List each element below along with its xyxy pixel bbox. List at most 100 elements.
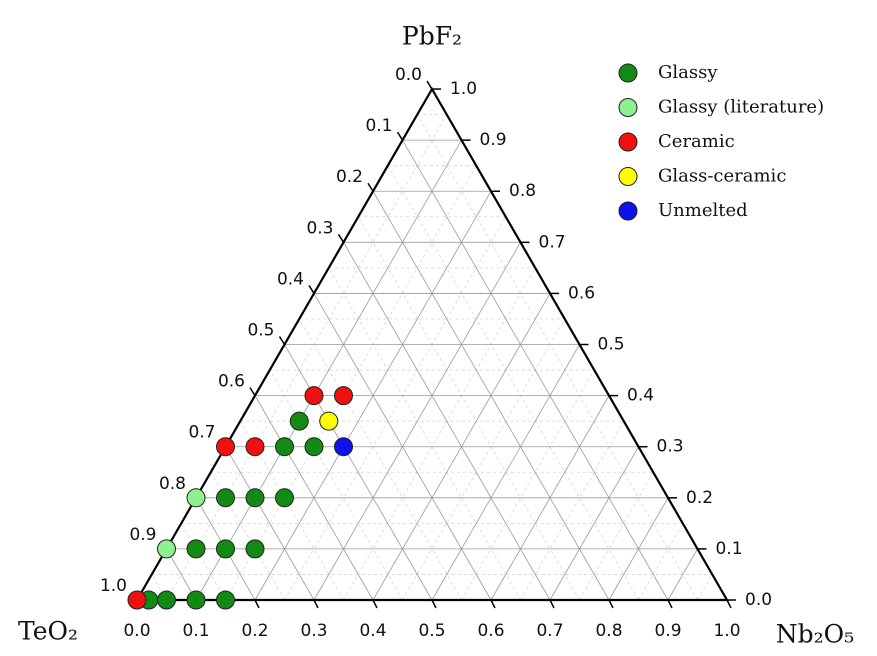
bottom-tick-label: 0.4 [359,621,386,641]
right-tick-label: 0.8 [509,181,536,201]
tick-mark [396,131,404,141]
grid-line [402,139,669,601]
grid-line [195,139,462,601]
tick-mark [426,80,433,90]
grid-line [284,216,507,601]
bottom-tick-label: 0.5 [418,621,445,641]
tick-mark [726,599,732,609]
grid-line [402,318,566,601]
left-tick-label: 0.9 [129,525,156,545]
grid-line [490,395,610,601]
tick-mark [249,387,256,397]
left-tick-label: 0.6 [218,372,245,392]
top-axis-title: PbF₂ [402,22,462,51]
data-point [216,539,235,559]
data-point [186,590,206,610]
right-tick-label: 0.2 [686,488,713,508]
bottom-tick-label: 0.2 [241,621,268,641]
left-tick-label: 0.8 [159,474,186,494]
legend-label: Glassy (literature) [658,97,824,118]
data-point [157,539,176,559]
legend-marker [618,132,638,152]
data-point [216,590,235,610]
legend-marker [618,167,638,186]
legend-label: Glass-ceramic [658,166,786,187]
tick-mark [431,599,437,609]
right-tick-label: 0.1 [716,539,743,559]
right-tick-label: 0.9 [480,130,507,150]
tick-mark [367,182,374,192]
grid-line [667,548,698,601]
data-point [304,437,324,457]
grid-line [638,523,684,601]
legend-marker [618,98,638,117]
left-tick-label: 1.0 [100,576,127,596]
grid-line [520,420,625,601]
right-tick-label: 0.3 [657,437,684,457]
bottom-tick-label: 0.9 [654,621,681,641]
left-tick-label: 0.3 [306,218,333,238]
grid-line [254,395,374,601]
data-point [157,590,176,610]
grid-line [608,497,669,601]
grid-line [239,420,344,601]
legend-marker [618,201,638,221]
data-point [127,590,147,610]
data-point [334,437,353,457]
data-point [245,539,265,559]
legend-label: Glassy [658,62,718,83]
tick-mark [278,336,286,345]
left-tick-label: 0.2 [336,167,363,187]
grid-line [298,318,462,601]
bottom-tick-label: 0.0 [123,621,150,641]
grid-line [431,344,580,601]
right-tick-label: 0.6 [568,283,595,303]
data-point [245,437,265,457]
grid-line [697,574,713,601]
grid-line [357,216,580,601]
legend-label: Unmelted [658,200,748,221]
grid-line [284,344,433,601]
left-tick-label: 0.7 [188,423,215,443]
legend-marker [618,63,638,83]
grid-line [166,548,197,601]
right-tick-label: 0.4 [627,386,654,406]
left-tick-label: 0.5 [247,321,274,341]
grid-line [328,267,521,601]
tick-mark [337,233,345,243]
data-point [275,437,294,457]
right-tick-label: 1.0 [450,79,477,99]
grid-line [180,523,226,601]
grid-line [579,472,654,601]
left-axis-title: TeO₂ [18,617,78,646]
data-point [334,386,353,406]
tick-mark [549,599,555,609]
bottom-tick-label: 0.6 [477,621,504,641]
grid-line [225,446,315,601]
grid-line [343,242,551,601]
grid-line [269,369,403,601]
grid-line [313,242,521,601]
right-axis-title: Nb₂O₅ [776,620,854,649]
tick-mark [254,599,260,609]
data-point [216,488,235,508]
bottom-tick-label: 0.8 [595,621,622,641]
grid-line [343,267,536,601]
data-point [304,386,324,406]
right-tick-label: 0.7 [539,232,566,252]
data-point [275,488,294,508]
right-tick-label: 0.0 [745,590,772,610]
data-point [216,437,235,457]
legend-label: Ceramic [658,131,735,152]
triangle-frame [135,86,729,602]
data-point [289,411,309,431]
grid-line [416,114,698,601]
tick-mark [372,599,378,609]
right-tick-label: 0.5 [598,335,625,355]
tick-mark [308,285,315,294]
data-point [245,488,265,508]
grid-line [461,369,595,601]
bottom-tick-label: 1.0 [713,621,740,641]
data-point [319,411,339,431]
